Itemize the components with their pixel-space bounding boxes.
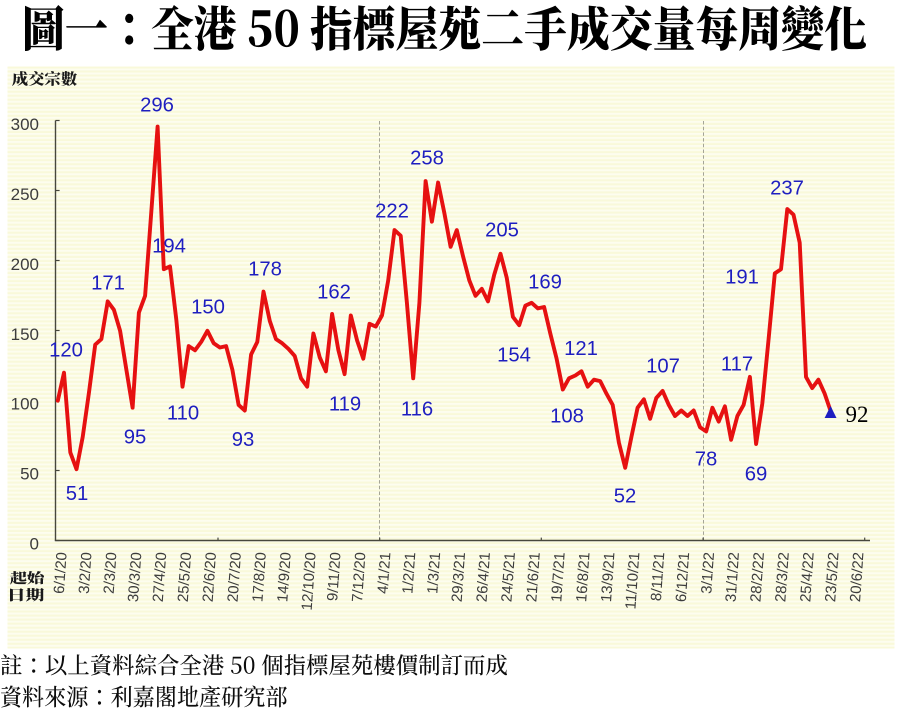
svg-text:258: 258 (410, 147, 444, 169)
svg-text:117: 117 (721, 353, 753, 375)
svg-text:92: 92 (846, 402, 869, 427)
svg-text:25/4/22: 25/4/22 (797, 552, 817, 603)
svg-text:178: 178 (248, 258, 282, 280)
svg-text:8/11/21: 8/11/21 (648, 552, 668, 602)
svg-text:1/3/21: 1/3/21 (424, 552, 444, 595)
svg-text:26/4/21: 26/4/21 (474, 552, 494, 603)
svg-text:0: 0 (30, 535, 39, 554)
svg-text:23/5/22: 23/5/22 (822, 552, 842, 603)
svg-text:51: 51 (66, 483, 89, 505)
svg-text:16/8/21: 16/8/21 (573, 552, 593, 603)
svg-text:12/10/20: 12/10/20 (299, 552, 320, 611)
svg-text:14/9/20: 14/9/20 (274, 552, 294, 603)
svg-text:24/5/21: 24/5/21 (498, 552, 518, 603)
svg-text:31/1/22: 31/1/22 (723, 552, 743, 603)
svg-text:7/12/20: 7/12/20 (349, 552, 369, 603)
svg-text:6/1/20: 6/1/20 (51, 552, 71, 595)
svg-text:20/7/20: 20/7/20 (225, 552, 245, 603)
svg-text:200: 200 (11, 255, 39, 274)
svg-text:50: 50 (20, 465, 39, 484)
svg-text:116: 116 (401, 398, 433, 420)
svg-text:107: 107 (646, 355, 680, 377)
svg-text:52: 52 (614, 485, 637, 507)
svg-text:3/1/22: 3/1/22 (698, 552, 718, 595)
svg-text:22/6/20: 22/6/20 (200, 552, 220, 603)
svg-text:100: 100 (11, 395, 39, 414)
svg-text:300: 300 (11, 115, 39, 134)
svg-text:6/12/21: 6/12/21 (673, 552, 693, 603)
svg-text:250: 250 (11, 185, 39, 204)
svg-text:162: 162 (317, 281, 351, 303)
svg-text:1/2/21: 1/2/21 (399, 552, 419, 595)
svg-text:191: 191 (725, 266, 759, 288)
svg-text:110: 110 (167, 402, 199, 424)
svg-text:20/6/22: 20/6/22 (847, 552, 867, 603)
svg-text:28/2/22: 28/2/22 (747, 552, 767, 603)
svg-text:21/6/21: 21/6/21 (523, 552, 543, 603)
svg-text:69: 69 (745, 463, 768, 485)
svg-text:171: 171 (91, 272, 125, 294)
svg-text:120: 120 (49, 339, 83, 361)
svg-text:4/1/21: 4/1/21 (375, 552, 395, 595)
svg-text:121: 121 (564, 338, 598, 360)
svg-text:29/3/21: 29/3/21 (449, 552, 469, 603)
svg-text:95: 95 (124, 426, 147, 448)
svg-text:169: 169 (528, 271, 562, 293)
svg-text:237: 237 (770, 177, 804, 199)
svg-text:150: 150 (11, 325, 39, 344)
svg-text:296: 296 (140, 94, 174, 116)
svg-text:11/10/21: 11/10/21 (622, 552, 643, 610)
svg-text:13/9/21: 13/9/21 (598, 552, 618, 603)
svg-text:27/4/20: 27/4/20 (150, 552, 170, 603)
svg-text:119: 119 (329, 393, 361, 415)
svg-text:28/3/22: 28/3/22 (772, 552, 792, 603)
svg-text:25/5/20: 25/5/20 (175, 552, 195, 603)
svg-text:78: 78 (695, 448, 718, 470)
svg-text:2/3/20: 2/3/20 (101, 552, 121, 595)
svg-text:17/8/20: 17/8/20 (249, 552, 269, 603)
svg-text:194: 194 (152, 235, 186, 257)
svg-text:150: 150 (191, 296, 225, 318)
svg-text:30/3/20: 30/3/20 (125, 552, 145, 603)
svg-text:205: 205 (485, 219, 519, 241)
svg-text:19/7/21: 19/7/21 (548, 552, 568, 603)
svg-text:222: 222 (375, 200, 409, 222)
svg-text:3/2/20: 3/2/20 (76, 552, 96, 595)
svg-text:9/11/20: 9/11/20 (324, 552, 344, 602)
svg-text:108: 108 (550, 405, 584, 427)
svg-text:93: 93 (232, 429, 255, 451)
svg-text:154: 154 (497, 344, 531, 366)
